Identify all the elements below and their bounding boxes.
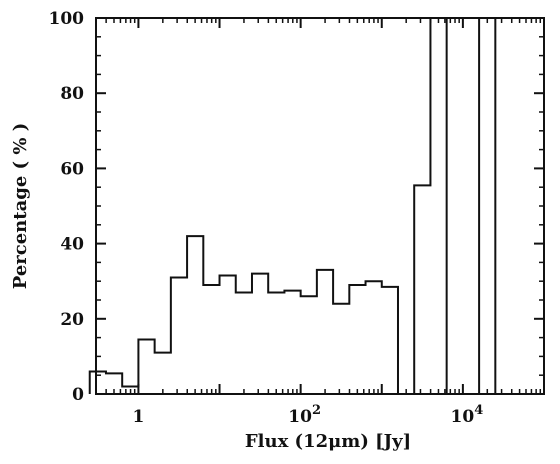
axis-ticks	[95, 17, 545, 395]
x-tick-label: 1	[132, 407, 144, 427]
y-tick-label: 40	[60, 235, 84, 255]
plot-frame	[95, 17, 545, 395]
y-tick-label: 20	[60, 310, 84, 330]
plot-border	[95, 17, 545, 395]
y-tick-label: 0	[72, 385, 84, 405]
y-axis-title: Percentage ( % )	[10, 123, 31, 289]
y-tick-label: 80	[60, 84, 84, 104]
x-tick-label: 104	[451, 403, 484, 427]
y-tick-label: 60	[60, 159, 84, 179]
x-axis-title: Flux (12μm) [Jy]	[245, 431, 411, 452]
tick-labels: 0 20 40 60 80 100 1 102 104	[49, 9, 484, 427]
histogram-steps	[88, 17, 512, 395]
y-tick-label: 100	[49, 9, 85, 29]
histogram-outline	[88, 17, 512, 395]
x-tick-label: 102	[288, 403, 321, 427]
